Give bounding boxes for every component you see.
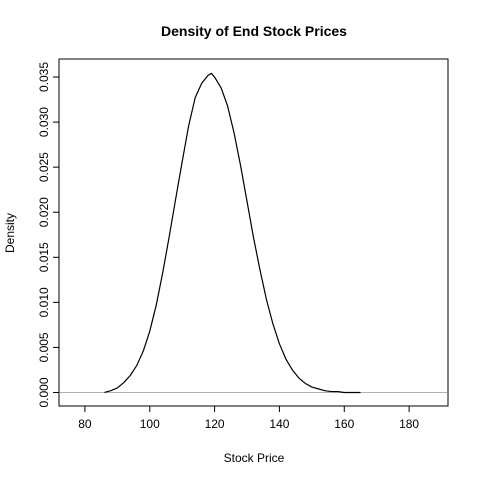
x-tick-label: 160: [334, 417, 354, 431]
x-tick-label: 120: [205, 417, 225, 431]
x-tick-label: 180: [399, 417, 419, 431]
x-tick-label: 140: [269, 417, 289, 431]
x-tick-label: 80: [78, 417, 92, 431]
chart-title: Density of End Stock Prices: [161, 23, 347, 39]
x-tick-label: 100: [140, 417, 160, 431]
plot-frame: [58, 58, 449, 407]
y-tick-label: 0.005: [37, 332, 51, 362]
y-tick-label: 0.000: [37, 377, 51, 407]
x-axis: 80 100 120 140 160 180: [78, 406, 419, 431]
y-axis: 0.000 0.005 0.010 0.015 0.020 0.025 0.030 0.035: [37, 62, 59, 407]
y-tick-label: 0.015: [37, 242, 51, 272]
y-tick-label: 0.030: [37, 107, 51, 137]
y-tick-label: 0.010: [37, 287, 51, 317]
y-axis-label: Density: [3, 213, 17, 253]
x-axis-label: Stock Price: [224, 451, 285, 465]
y-tick-label: 0.025: [37, 152, 51, 182]
density-line: [104, 72, 361, 394]
y-tick-label: 0.020: [37, 197, 51, 227]
y-tick-label: 0.035: [37, 62, 51, 92]
